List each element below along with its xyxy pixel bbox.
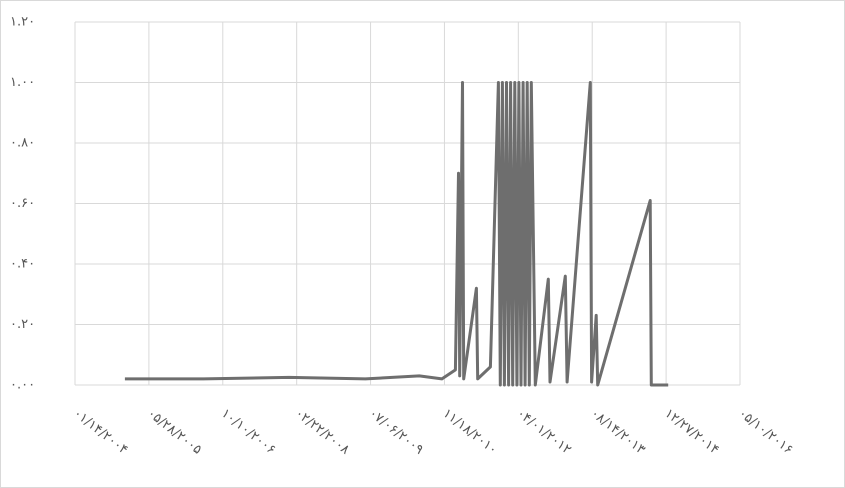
chart: ۰.۰۰۰.۲۰۰.۴۰۰.۶۰۰.۸۰۱.۰۰۱.۲۰۰۱/۱۴/۲۰۰۴۰۵… xyxy=(0,0,845,488)
y-tick-label: ۰.۴۰ xyxy=(10,257,35,272)
chart-frame xyxy=(1,1,845,488)
y-tick-label: ۰.۶۰ xyxy=(10,196,35,211)
y-tick-label: ۰.۰۰ xyxy=(10,378,35,393)
y-tick-label: ۰.۸۰ xyxy=(10,136,35,151)
y-tick-label: ۱.۰۰ xyxy=(10,75,35,90)
y-tick-label: ۱.۲۰ xyxy=(10,15,35,30)
y-tick-label: ۰.۲۰ xyxy=(10,317,35,332)
